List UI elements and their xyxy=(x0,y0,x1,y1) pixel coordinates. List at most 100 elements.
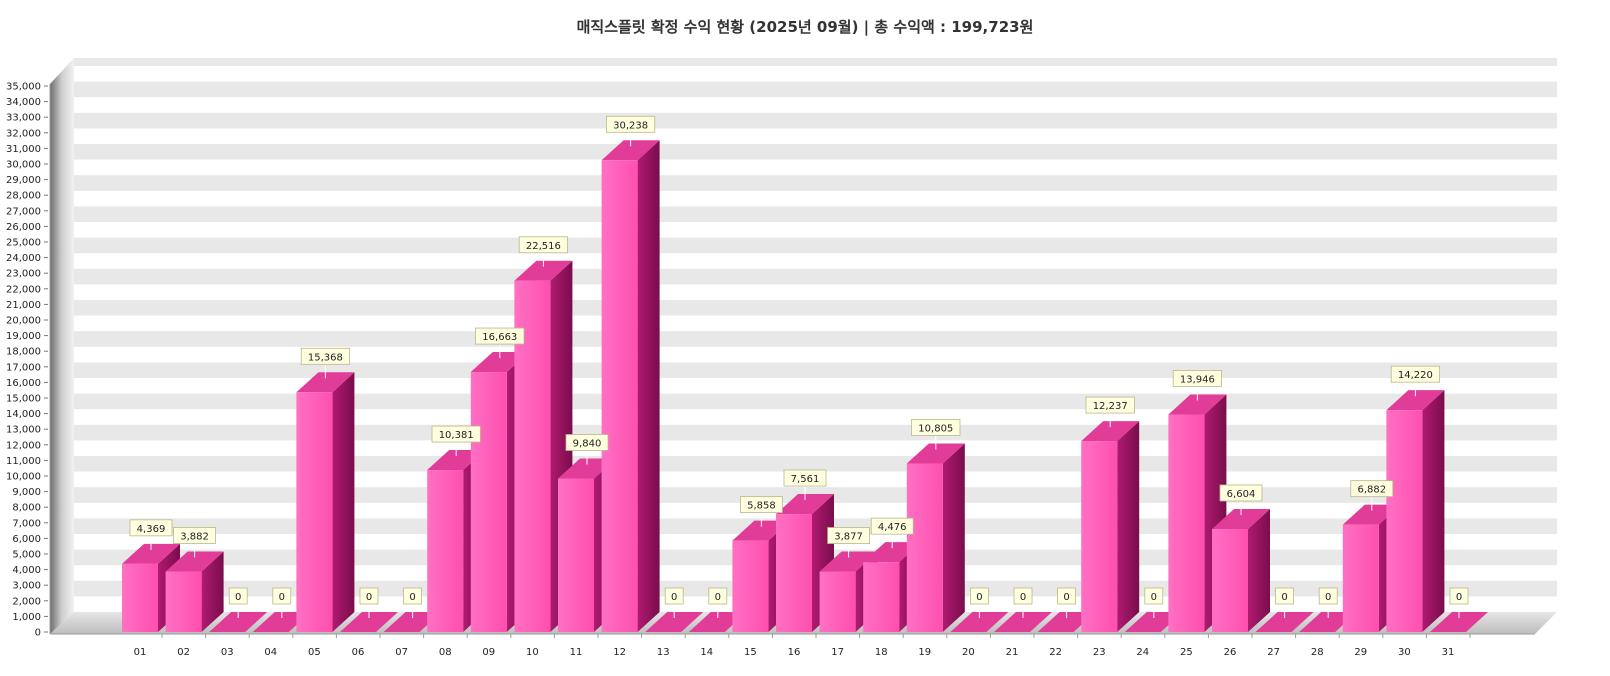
x-tick-label: 25 xyxy=(1180,647,1193,658)
y-tick-label: 8,000 xyxy=(12,503,41,514)
grid-band xyxy=(74,144,1557,160)
data-label: 3,877 xyxy=(827,527,870,558)
svg-text:3,877: 3,877 xyxy=(834,532,863,543)
bar xyxy=(906,443,965,632)
y-tick-label: 21,000 xyxy=(6,300,41,311)
x-axis: 01 02 03 04 05 06 07 08 09 10 11 12 13 14 15 16 17 18 19 20… xyxy=(134,634,1471,658)
data-label: 0 xyxy=(1144,587,1164,618)
x-tick-label: 24 xyxy=(1136,647,1149,658)
x-tick-label: 18 xyxy=(875,647,888,658)
bar xyxy=(383,612,442,632)
x-tick-label: 29 xyxy=(1354,647,1367,658)
y-tick-label: 34,000 xyxy=(6,97,41,108)
data-label: 10,805 xyxy=(911,419,961,450)
x-tick-label: 17 xyxy=(831,647,844,658)
x-tick-label: 05 xyxy=(308,647,321,658)
svg-text:30,238: 30,238 xyxy=(613,120,648,131)
x-tick-label: 02 xyxy=(177,647,190,658)
grid-band xyxy=(74,112,1557,129)
data-label: 10,381 xyxy=(431,425,481,457)
x-tick-label: 01 xyxy=(134,647,147,658)
y-tick-label: 6,000 xyxy=(12,534,41,545)
y-tick-label: 28,000 xyxy=(6,191,41,202)
y-tick-label: 4,000 xyxy=(12,565,41,576)
grid-band xyxy=(74,331,1557,347)
chart-title: 매직스플릿 확정 수익 현황 (2025년 09월) | 총 수익액 : 199… xyxy=(576,18,1034,36)
y-tick-label: 3,000 xyxy=(12,581,41,592)
svg-text:6,882: 6,882 xyxy=(1357,485,1386,496)
y-tick-label: 17,000 xyxy=(6,362,41,373)
x-tick-label: 10 xyxy=(526,647,539,658)
x-tick-label: 23 xyxy=(1093,647,1106,658)
y-tick-label: 32,000 xyxy=(6,128,41,139)
x-tick-label: 08 xyxy=(439,647,452,658)
data-label: 13,946 xyxy=(1172,370,1222,401)
x-tick-label: 07 xyxy=(395,647,408,658)
y-tick-label: 12,000 xyxy=(6,440,41,451)
x-tick-label: 22 xyxy=(1049,647,1062,658)
svg-text:0: 0 xyxy=(715,592,721,603)
svg-text:22,516: 22,516 xyxy=(526,241,561,252)
x-tick-label: 09 xyxy=(482,647,495,658)
y-tick-label: 2,000 xyxy=(12,596,41,607)
bar xyxy=(340,612,398,632)
y-tick-label: 19,000 xyxy=(6,331,41,342)
x-tick-label: 14 xyxy=(700,647,713,658)
bar xyxy=(645,612,704,632)
svg-text:0: 0 xyxy=(279,592,285,603)
y-tick-label: 13,000 xyxy=(6,425,41,436)
data-label: 7,561 xyxy=(783,469,827,501)
svg-text:14,220: 14,220 xyxy=(1398,370,1433,381)
y-tick-label: 11,000 xyxy=(6,456,41,467)
svg-text:0: 0 xyxy=(366,592,372,603)
data-label: 4,369 xyxy=(129,519,173,550)
svg-text:0: 0 xyxy=(409,592,415,603)
svg-text:0: 0 xyxy=(1325,592,1331,603)
svg-text:4,369: 4,369 xyxy=(137,524,166,535)
x-tick-label: 04 xyxy=(264,647,277,658)
bar xyxy=(1255,612,1314,632)
y-tick-label: 26,000 xyxy=(6,222,41,233)
data-label: 0 xyxy=(1318,587,1338,618)
svg-text:7,561: 7,561 xyxy=(791,474,820,485)
x-tick-label: 16 xyxy=(788,647,801,658)
svg-text:13,946: 13,946 xyxy=(1180,374,1215,385)
data-label: 6,604 xyxy=(1219,484,1263,515)
bar xyxy=(950,612,1009,632)
bar xyxy=(776,494,834,632)
x-tick-label: 31 xyxy=(1442,647,1455,658)
data-label: 4,476 xyxy=(870,517,914,549)
x-tick-label: 26 xyxy=(1224,647,1237,658)
x-tick-label: 30 xyxy=(1398,647,1411,658)
y-tick-label: 29,000 xyxy=(6,175,41,186)
x-tick-label: 03 xyxy=(221,647,234,658)
y-tick-label: 9,000 xyxy=(12,487,41,498)
data-label: 3,882 xyxy=(173,527,217,558)
svg-text:6,604: 6,604 xyxy=(1227,489,1256,500)
y-tick-label: 30,000 xyxy=(6,160,41,171)
y-tick-label: 25,000 xyxy=(6,238,41,249)
data-label: 30,238 xyxy=(606,115,656,147)
data-label: 0 xyxy=(1275,587,1294,618)
bar xyxy=(1037,612,1096,632)
svg-text:15,368: 15,368 xyxy=(308,352,343,363)
x-tick-label: 21 xyxy=(1006,647,1019,658)
data-label: 14,220 xyxy=(1390,365,1440,397)
svg-text:0: 0 xyxy=(976,592,982,603)
y-tick-label: 31,000 xyxy=(6,144,41,155)
y-tick-label: 35,000 xyxy=(6,82,41,93)
grid-band xyxy=(74,206,1557,222)
x-tick-label: 19 xyxy=(918,647,931,658)
y-tick-label: 23,000 xyxy=(6,269,41,280)
y-tick-label: 10,000 xyxy=(6,472,41,483)
x-tick-label: 20 xyxy=(962,647,975,658)
data-label: 0 xyxy=(970,587,989,618)
svg-text:0: 0 xyxy=(1456,592,1462,603)
data-label: 0 xyxy=(1449,587,1469,618)
bar xyxy=(601,140,660,632)
bar xyxy=(1081,421,1140,632)
bar xyxy=(994,612,1052,632)
bar xyxy=(296,372,355,632)
svg-text:0: 0 xyxy=(1281,592,1287,603)
